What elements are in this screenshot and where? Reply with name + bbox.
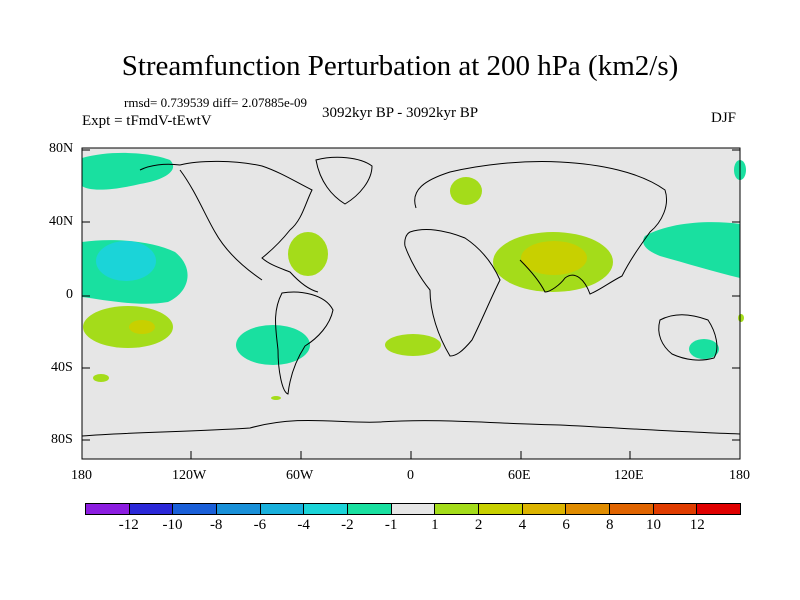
experiment-label: Expt = tFmdV-tEwtV xyxy=(82,113,212,129)
colorbar-swatch xyxy=(697,504,741,514)
colorbar-label: -1 xyxy=(384,517,398,533)
coastline-greenland xyxy=(315,156,373,205)
colorbar-swatch xyxy=(348,504,392,514)
colorbar-label: 10 xyxy=(646,517,662,533)
colorbar-label: 2 xyxy=(474,517,483,533)
colorbar-label: -2 xyxy=(341,517,354,533)
lon-label-60e: 60E xyxy=(508,468,531,483)
colorbar-swatch xyxy=(610,504,654,514)
colorbar xyxy=(85,503,741,515)
coastline-australia xyxy=(658,314,718,361)
colorbar-label: 12 xyxy=(689,517,705,533)
lon-label-180w: 180 xyxy=(71,468,92,483)
period-label: 3092kyr BP - 3092kyr BP xyxy=(322,105,479,121)
colorbar-swatch xyxy=(260,504,305,514)
map-background xyxy=(82,148,740,459)
coastline-africa xyxy=(404,229,501,357)
colorbar-swatch xyxy=(653,504,698,514)
coastline-alaska xyxy=(139,163,181,171)
colorbar-swatch xyxy=(391,504,436,514)
coastline-north-america xyxy=(179,160,319,293)
anomaly-northwest-pacific xyxy=(643,222,740,278)
lon-label-0: 0 xyxy=(407,468,414,483)
lat-label-80n: 80N xyxy=(49,141,74,156)
anomaly-south-pacific-core xyxy=(129,320,155,334)
colorbar-label: 6 xyxy=(562,517,570,533)
coastline-antarctica xyxy=(81,419,741,437)
colorbar-label: -4 xyxy=(297,517,310,533)
coastlines xyxy=(81,156,741,437)
lon-label-120e: 120E xyxy=(614,468,644,483)
anomaly-small-south xyxy=(93,374,109,382)
colorbar-label: 4 xyxy=(518,517,527,533)
lat-ticks xyxy=(82,149,740,441)
anomaly-south-america xyxy=(236,325,310,365)
chart-title: Streamfunction Perturbation at 200 hPa (… xyxy=(121,50,679,82)
anomaly-south-atlantic xyxy=(385,334,441,356)
lon-ticks xyxy=(81,451,741,459)
colorbar-swatch xyxy=(304,504,349,514)
colorbar-swatch xyxy=(522,504,567,514)
lat-label-80s: 80S xyxy=(51,432,73,447)
stats-label: rmsd= 0.739539 diff= 2.07885e-09 xyxy=(124,95,308,110)
colorbar-label: -12 xyxy=(118,517,139,533)
coastline-eurasia xyxy=(414,161,667,295)
perturbation-contours xyxy=(82,152,746,400)
colorbar-swatch xyxy=(129,504,174,514)
colorbar-label: -6 xyxy=(253,517,267,533)
colorbar-swatch xyxy=(435,504,480,514)
anomaly-south-pacific xyxy=(83,306,173,348)
anomaly-drake xyxy=(271,396,281,400)
coastline-south-america xyxy=(275,291,334,395)
colorbar-label: 8 xyxy=(606,517,614,533)
anomaly-arctic-pacific xyxy=(82,152,174,190)
anomaly-europe xyxy=(450,177,482,205)
colorbar-label: 1 xyxy=(431,517,439,533)
anomaly-australia xyxy=(689,339,719,359)
lon-label-60w: 60W xyxy=(286,468,314,483)
colorbar-swatch xyxy=(217,504,261,514)
colorbar-swatch xyxy=(86,504,130,514)
lon-label-180e: 180 xyxy=(729,468,750,483)
colorbar-label: -8 xyxy=(209,517,223,533)
coastline-west-americas xyxy=(179,169,263,281)
lat-label-0: 0 xyxy=(66,287,73,302)
anomaly-north-pacific-core xyxy=(96,241,156,281)
colorbar-swatch xyxy=(479,504,523,514)
colorbar-label: -10 xyxy=(162,517,183,533)
lat-label-40n: 40N xyxy=(49,214,74,229)
season-label: DJF xyxy=(711,110,737,126)
lat-label-40s: 40S xyxy=(51,360,73,375)
anomaly-south-asia-core xyxy=(521,241,587,275)
lon-label-120w: 120W xyxy=(172,468,207,483)
colorbar-swatch xyxy=(566,504,611,514)
colorbar-swatch xyxy=(173,504,218,514)
anomaly-north-atlantic xyxy=(288,232,328,276)
anomaly-east-edge xyxy=(738,314,744,322)
